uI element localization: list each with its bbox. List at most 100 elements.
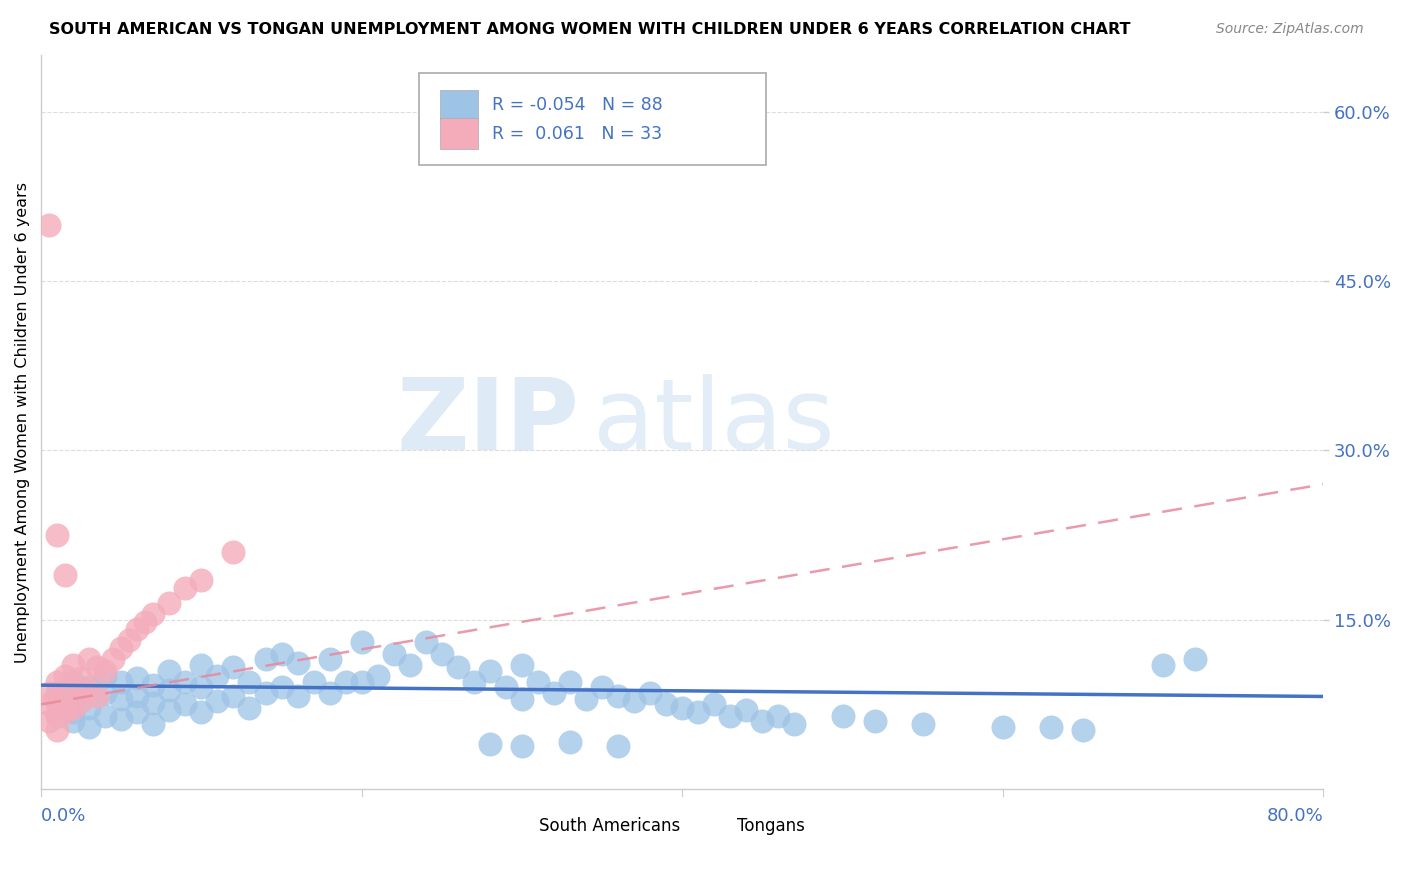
Point [863, 714, 886, 729]
Point [478, 664, 501, 678]
Point [142, 607, 165, 621]
Point [110, 712, 132, 726]
Point [207, 669, 229, 683]
Point [350, 674, 373, 689]
Point [70, 694, 93, 708]
Point [222, 545, 245, 559]
Point [77, 652, 100, 666]
Point [558, 674, 581, 689]
Text: Source: ZipAtlas.com: Source: ZipAtlas.com [1216, 22, 1364, 37]
FancyBboxPatch shape [419, 73, 766, 165]
Point [142, 716, 165, 731]
Point [287, 656, 309, 670]
Point [447, 660, 470, 674]
Point [46, 708, 69, 723]
Point [190, 573, 212, 587]
Point [638, 686, 661, 700]
Point [270, 681, 292, 695]
Point [70, 672, 93, 686]
Point [671, 700, 693, 714]
Point [157, 596, 180, 610]
Point [86, 690, 108, 704]
Point [1039, 720, 1062, 734]
Point [118, 633, 141, 648]
Point [94, 664, 117, 678]
Point [86, 660, 108, 674]
Point [157, 682, 180, 697]
Point [575, 691, 598, 706]
Point [350, 635, 373, 649]
Point [302, 674, 325, 689]
Point [495, 681, 517, 695]
Point [270, 647, 292, 661]
Point [463, 674, 485, 689]
Point [430, 647, 453, 661]
Point [751, 714, 773, 729]
Text: 80.0%: 80.0% [1267, 807, 1323, 825]
Point [103, 652, 125, 666]
Point [94, 686, 117, 700]
Point [46, 674, 69, 689]
FancyBboxPatch shape [440, 119, 478, 149]
Point [238, 674, 260, 689]
Point [190, 706, 212, 720]
Point [62, 657, 84, 672]
Point [591, 681, 613, 695]
Point [607, 690, 630, 704]
Point [718, 708, 741, 723]
Point [46, 723, 69, 738]
Point [607, 739, 630, 753]
Point [318, 652, 340, 666]
Point [287, 690, 309, 704]
Point [62, 714, 84, 729]
Point [157, 664, 180, 678]
Text: SOUTH AMERICAN VS TONGAN UNEMPLOYMENT AMONG WOMEN WITH CHILDREN UNDER 6 YEARS CO: SOUTH AMERICAN VS TONGAN UNEMPLOYMENT AM… [49, 22, 1130, 37]
Y-axis label: Unemployment Among Women with Children Under 6 years: Unemployment Among Women with Children U… [15, 182, 30, 663]
Point [415, 635, 437, 649]
Point [77, 682, 100, 697]
Point [38, 698, 60, 712]
Point [157, 703, 180, 717]
Point [254, 652, 277, 666]
Point [127, 622, 149, 636]
Point [382, 647, 405, 661]
Point [318, 686, 340, 700]
Point [768, 708, 790, 723]
Point [46, 528, 69, 542]
Point [46, 708, 69, 723]
Point [142, 696, 165, 710]
Point [62, 681, 84, 695]
Point [207, 694, 229, 708]
Point [367, 669, 389, 683]
Text: R =  0.061   N = 33: R = 0.061 N = 33 [492, 125, 662, 143]
Point [783, 716, 806, 731]
Point [127, 672, 149, 686]
Point [62, 700, 84, 714]
Text: R = -0.054   N = 88: R = -0.054 N = 88 [492, 96, 664, 114]
Point [478, 737, 501, 751]
Point [1152, 657, 1174, 672]
Point [703, 698, 725, 712]
Point [127, 706, 149, 720]
Point [53, 669, 76, 683]
Point [558, 734, 581, 748]
Point [46, 698, 69, 712]
Point [655, 698, 678, 712]
Point [38, 218, 60, 232]
FancyBboxPatch shape [502, 814, 533, 838]
Point [110, 691, 132, 706]
Point [77, 700, 100, 714]
FancyBboxPatch shape [700, 814, 731, 838]
Point [831, 708, 853, 723]
Text: South Americans: South Americans [538, 817, 681, 835]
Point [991, 720, 1014, 734]
Point [190, 657, 212, 672]
Point [335, 674, 357, 689]
FancyBboxPatch shape [440, 89, 478, 120]
Text: Tongans: Tongans [737, 817, 806, 835]
Point [77, 720, 100, 734]
Point [174, 698, 197, 712]
Point [510, 657, 533, 672]
Point [94, 669, 117, 683]
Point [77, 681, 100, 695]
